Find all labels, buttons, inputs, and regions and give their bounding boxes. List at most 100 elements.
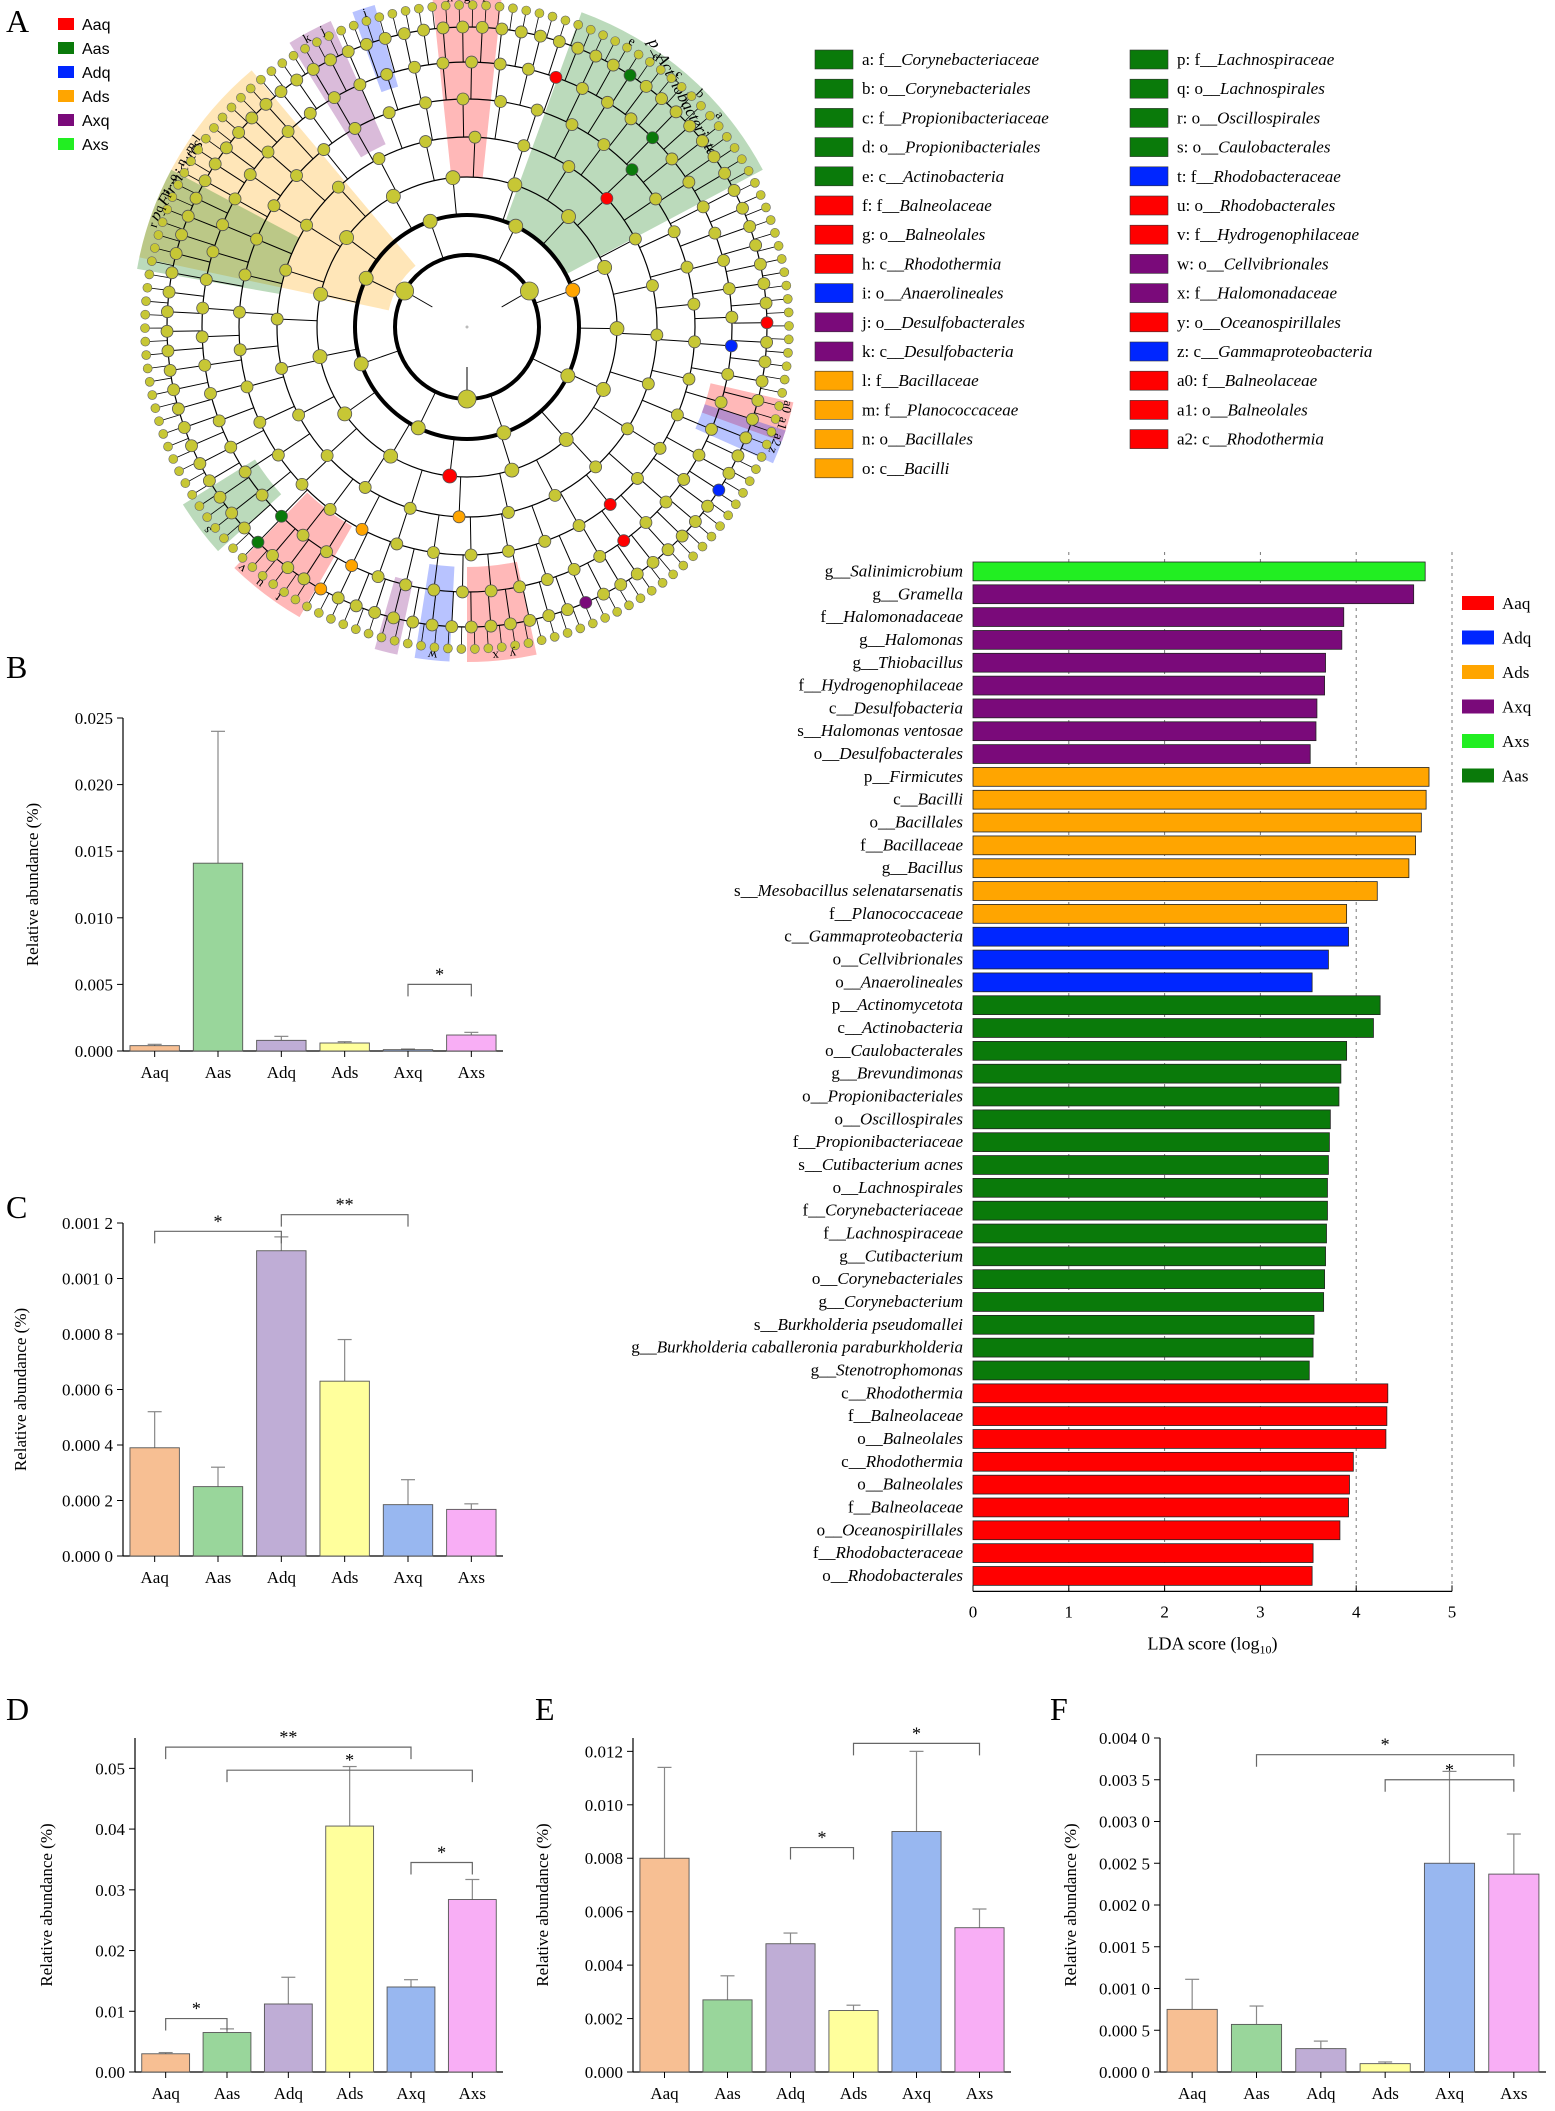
taxa-legend-name: Bacilli [904,459,950,478]
cladogram-leaf-node [376,632,387,643]
lda-taxon-label: f__Balneolaceae [848,1497,964,1516]
cladogram-leaf-node [536,635,547,646]
x-tick-label: Axs [458,1063,485,1082]
cladogram-leaf-node [236,92,246,103]
cladogram-leaf-node [142,363,153,374]
y-tick-label: 0.00 [95,2063,125,2082]
sector-letter: y [508,646,517,662]
cladogram-node [513,580,526,594]
taxa-legend-name: Anaerolineales [900,284,1004,303]
lda-taxon-name: Desulfobacteria [852,698,963,717]
lda-taxon-rank: c__ [784,927,809,946]
cladogram-node [688,335,701,349]
cladogram-node [261,145,275,159]
taxa-legend-name: Desulfobacteria [903,342,1014,361]
lda-taxon-rank: f__ [829,904,852,923]
x-tick-label: Axq [396,2084,426,2103]
cladogram-node [348,122,362,135]
lda-taxon-rank: f__ [802,1201,825,1220]
taxa-legend-label: s: o__Caulobacterales [1177,138,1331,157]
bar [446,1508,497,1557]
cladogram-leaf-node [773,241,784,251]
taxa-legend-swatch [1129,341,1169,362]
cladogram-node [395,281,415,301]
sector-letter: a1 [774,416,792,432]
taxa-legend-label: n: o__Bacillales [862,430,973,449]
lda-taxon-label: c__Rhodothermia [841,1383,963,1402]
y-tick-label: 0.020 [75,776,113,795]
cladogram-leaf-node [237,553,248,563]
taxa-legend-swatch [814,429,854,449]
cladogram-node [552,35,566,48]
cladogram-node [372,152,386,166]
lda-taxon-label: f__Rhodobacteraceae [813,1543,964,1562]
lda-taxon-rank: g__ [825,561,851,580]
taxa-legend-label: i: o__Anaerolineales [862,284,1004,303]
cladogram-node [204,387,217,400]
lda-taxon-label: s__Cutibacterium acnes [798,1155,963,1174]
cladogram-node [712,483,726,497]
lda-taxon-name: Balneolales [883,1429,964,1448]
bar [1295,2048,1347,2073]
taxa-legend-label: a2: c__Rhodothermia [1177,430,1324,449]
cladogram-node [295,477,309,491]
cladogram-node [175,228,188,242]
cladogram-node [655,92,668,106]
bar [446,1034,497,1052]
bar [129,1045,180,1052]
cladogram-node [561,603,574,617]
taxa-legend-rank: o__ [1194,313,1220,332]
lda-bar [972,607,1345,627]
taxa-legend-key: r: [1177,108,1192,127]
lda-legend-swatch [1462,734,1494,748]
lda-taxon-name: Actinomycetota [856,995,963,1014]
taxa-legend-label: h: c__Rhodothermia [862,254,1001,273]
cladogram-leaf-node [731,499,741,510]
cladogram-node [661,543,675,557]
bar [386,1986,436,2073]
cladogram-branch [577,198,608,226]
y-tick-label: 0.000 [585,2063,623,2082]
lda-bar [972,881,1378,901]
cladogram-node [593,549,607,563]
taxa-legend-key: a0: [1177,371,1202,390]
lda-taxon-label: o__Cellvibrionales [833,950,964,969]
cladogram-leaf-node [266,66,277,76]
lda-taxon-rank: g__ [872,584,898,603]
cladogram-branch [409,469,423,509]
lda-taxon-label: o__Desulfobacterales [814,744,964,763]
lda-bar [972,1292,1325,1312]
y-axis-title: Relative abundance (%) [533,1823,552,1986]
significance-marker: * [345,1750,354,1770]
cladogram-node [320,449,334,463]
cladogram-node [736,201,749,215]
cladogram-node [445,170,461,186]
lda-taxon-name: Hydrogenophilaceae [820,676,963,695]
cladogram-node [360,37,373,51]
taxa-legend-name: Cellvibrionales [1224,254,1329,273]
cladogram-node [185,439,198,453]
y-axis-title: Relative abundance (%) [23,803,42,966]
cladogram-node [253,415,267,429]
group-legend-label: Axq [82,113,110,130]
lda-taxon-rank: o__ [814,744,840,763]
lda-taxon-label: o__Oceanospirillales [817,1520,964,1539]
taxa-legend-rank: f__ [876,371,899,390]
x-tick-label: Aas [714,2084,740,2103]
cladogram-leaf-node [496,642,507,652]
lda-taxon-label: p__Actinomycetota [832,995,963,1014]
taxa-legend-name: Rhodobacteraceae [1212,167,1341,186]
cladogram-node [493,57,507,71]
cladogram-leaf-node [761,439,772,450]
cladogram-node [408,60,421,74]
taxa-legend-rank: f__ [1194,50,1217,69]
taxa-legend-label: m: f__Planococcaceae [862,400,1019,419]
lda-taxon-rank: f__ [820,607,843,626]
lda-bar [972,812,1422,833]
bar [954,1927,1005,2073]
taxa-legend-name: Oceanospirillales [1220,313,1341,332]
x-tick-label: Axs [458,1568,485,1587]
y-tick-label: 0.02 [95,1942,125,1961]
lda-taxon-name: Halomonas [884,630,964,649]
cladogram-leaf-node [147,390,158,400]
